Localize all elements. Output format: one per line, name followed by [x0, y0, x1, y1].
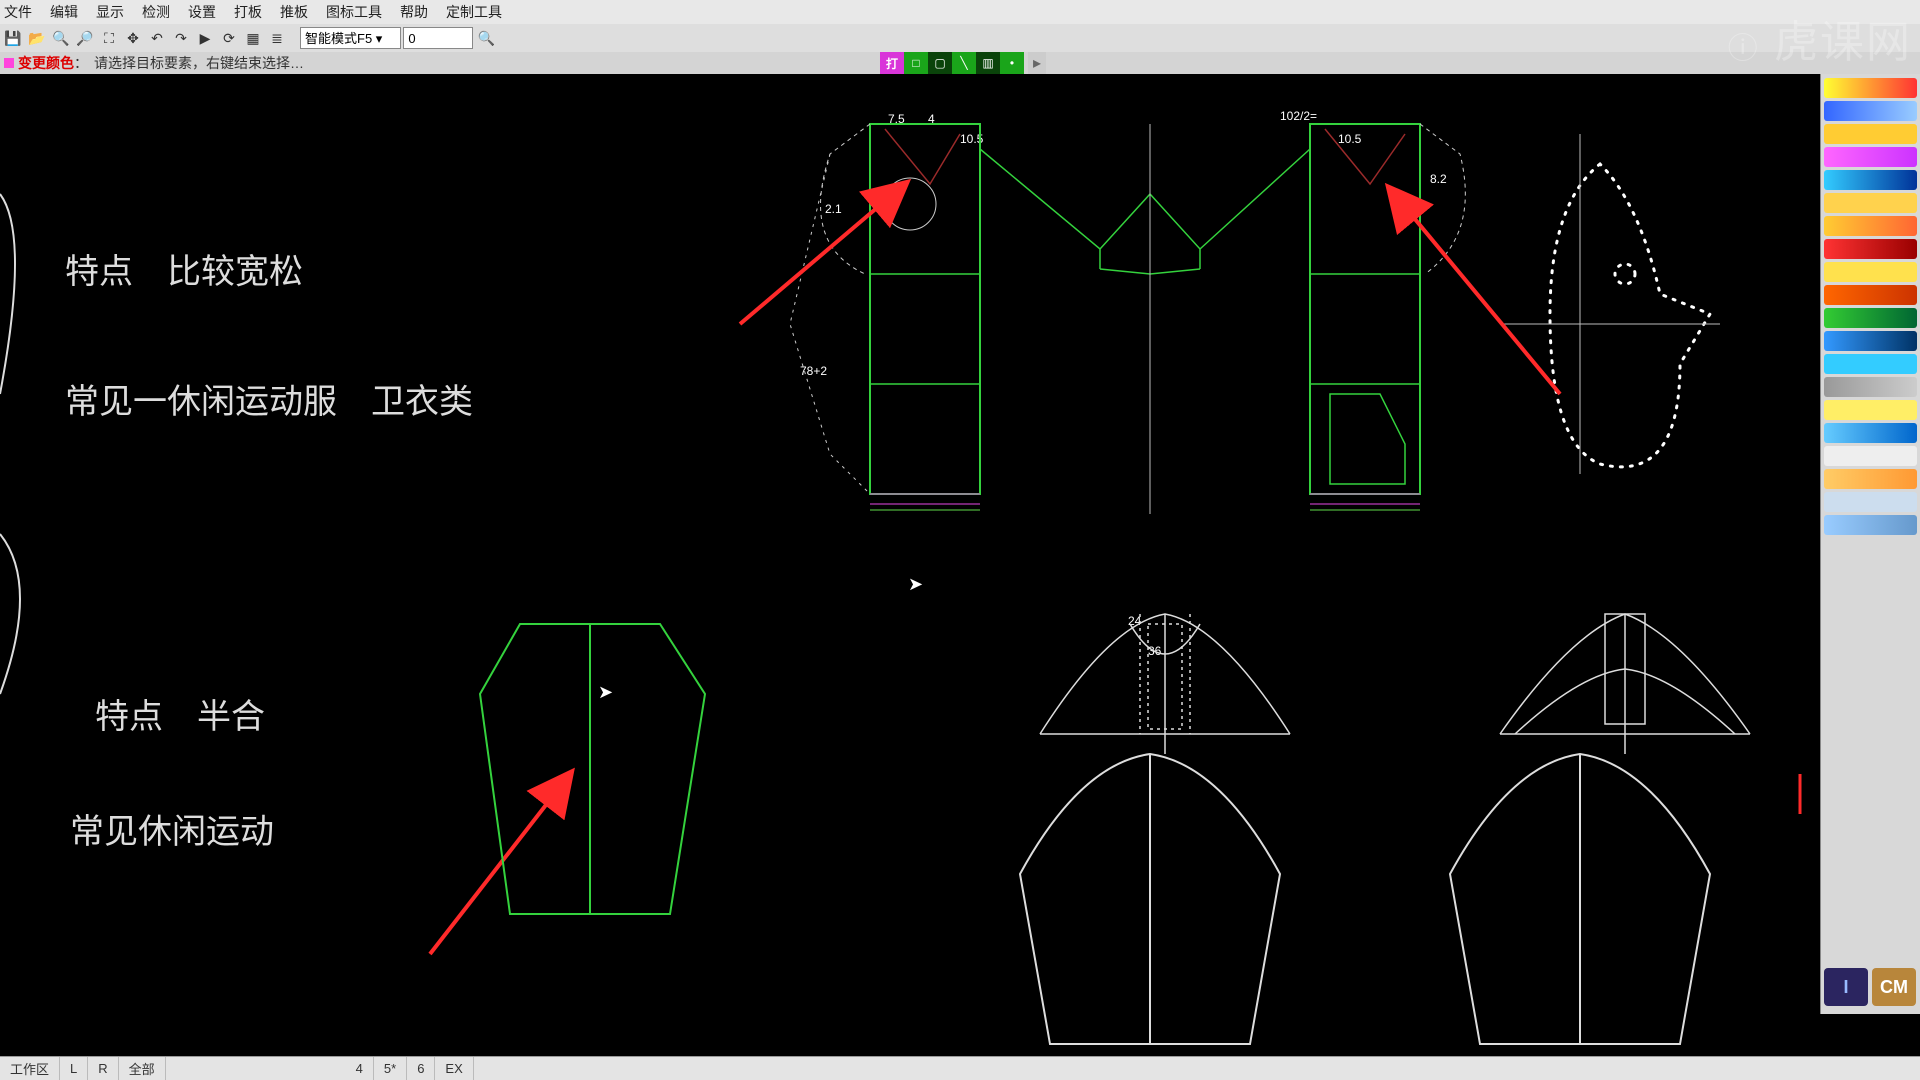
open-icon[interactable]: 📂 [26, 27, 48, 49]
center-control-strip: 打□▢╲▥• ▸ [880, 52, 1046, 74]
unit-button-i[interactable]: I [1824, 968, 1868, 1006]
menu-icons[interactable]: 图标工具 [326, 2, 382, 22]
tool-swatch-13[interactable] [1824, 377, 1917, 397]
strip-btn-2[interactable]: ▢ [928, 52, 952, 74]
mode-select[interactable]: 智能模式F5 ▾ [300, 27, 401, 49]
refresh-icon[interactable]: ⟳ [218, 27, 240, 49]
menu-pattern[interactable]: 打板 [234, 2, 262, 22]
tool-swatch-10[interactable] [1824, 308, 1917, 328]
watermark: ⓘ 虎课网 [1728, 6, 1912, 70]
drawing-layer [0, 74, 1820, 1056]
pan-icon[interactable]: ✥ [122, 27, 144, 49]
play-icon[interactable]: ▶ [194, 27, 216, 49]
drawing-canvas[interactable]: 特点 比较宽松 常见一休闲运动服 卫衣类 特点 半合 常见休闲运动 7.5 4 … [0, 74, 1820, 1056]
tool-swatch-17[interactable] [1824, 469, 1917, 489]
hint-color-swatch [4, 58, 14, 68]
tool-swatch-8[interactable] [1824, 262, 1917, 282]
hint-text: 请选择目标要素，右键结束选择… [94, 53, 304, 73]
strip-btn-4[interactable]: ▥ [976, 52, 1000, 74]
unit-button-cm[interactable]: CM [1872, 968, 1916, 1006]
undo-icon[interactable]: ↶ [146, 27, 168, 49]
menu-view[interactable]: 显示 [96, 2, 124, 22]
zoom-in-icon[interactable]: 🔍 [50, 27, 72, 49]
bottom-extra-2[interactable]: 6 [407, 1057, 435, 1080]
tool-swatch-12[interactable] [1824, 354, 1917, 374]
tool-swatch-4[interactable] [1824, 170, 1917, 190]
bottom-tab-0[interactable]: 工作区 [0, 1057, 60, 1080]
tool-swatch-2[interactable] [1824, 124, 1917, 144]
bottom-bar: 工作区LR全部 45*6EX [0, 1056, 1920, 1080]
menu-file[interactable]: 文件 [4, 2, 32, 22]
layers-icon[interactable]: ≣ [266, 27, 288, 49]
menu-bar: 文件 编辑 显示 检测 设置 打板 推板 图标工具 帮助 定制工具 [0, 0, 1920, 24]
strip-btn-1[interactable]: □ [904, 52, 928, 74]
tool-swatch-9[interactable] [1824, 285, 1917, 305]
bottom-extra-1[interactable]: 5* [374, 1057, 407, 1080]
tool-swatch-18[interactable] [1824, 492, 1917, 512]
menu-custom[interactable]: 定制工具 [446, 2, 502, 22]
bottom-extra-0[interactable]: 4 [346, 1057, 374, 1080]
right-tool-panel: ICM [1820, 74, 1920, 1014]
tool-swatch-14[interactable] [1824, 400, 1917, 420]
save-icon[interactable]: 💾 [2, 27, 24, 49]
bottom-extra-3[interactable]: EX [435, 1057, 473, 1080]
tool-swatch-0[interactable] [1824, 78, 1917, 98]
toolbar: 💾📂🔍🔎⛶✥↶↷▶⟳▦≣智能模式F5 ▾🔍 [0, 24, 1920, 52]
grid-icon[interactable]: ▦ [242, 27, 264, 49]
menu-edit[interactable]: 编辑 [50, 2, 78, 22]
strip-btn-0[interactable]: 打 [880, 52, 904, 74]
bottom-tab-3[interactable]: 全部 [119, 1057, 166, 1080]
menu-help[interactable]: 帮助 [400, 2, 428, 22]
tool-swatch-16[interactable] [1824, 446, 1917, 466]
tool-swatch-5[interactable] [1824, 193, 1917, 213]
hint-label: 变更颜色 [18, 53, 74, 73]
strip-expand-icon[interactable]: ▸ [1028, 52, 1046, 74]
value-input[interactable] [403, 27, 473, 49]
apply-icon[interactable]: 🔍 [475, 27, 497, 49]
fit-icon[interactable]: ⛶ [98, 27, 120, 49]
tool-swatch-11[interactable] [1824, 331, 1917, 351]
tool-swatch-15[interactable] [1824, 423, 1917, 443]
zoom-out-icon[interactable]: 🔎 [74, 27, 96, 49]
tool-swatch-7[interactable] [1824, 239, 1917, 259]
tool-swatch-19[interactable] [1824, 515, 1917, 535]
tool-swatch-1[interactable] [1824, 101, 1917, 121]
bottom-tab-1[interactable]: L [60, 1057, 88, 1080]
menu-settings[interactable]: 设置 [188, 2, 216, 22]
tool-swatch-3[interactable] [1824, 147, 1917, 167]
bottom-tab-2[interactable]: R [88, 1057, 118, 1080]
strip-btn-3[interactable]: ╲ [952, 52, 976, 74]
redo-icon[interactable]: ↷ [170, 27, 192, 49]
strip-btn-5[interactable]: • [1000, 52, 1024, 74]
menu-check[interactable]: 检测 [142, 2, 170, 22]
menu-grade[interactable]: 推板 [280, 2, 308, 22]
tool-swatch-6[interactable] [1824, 216, 1917, 236]
